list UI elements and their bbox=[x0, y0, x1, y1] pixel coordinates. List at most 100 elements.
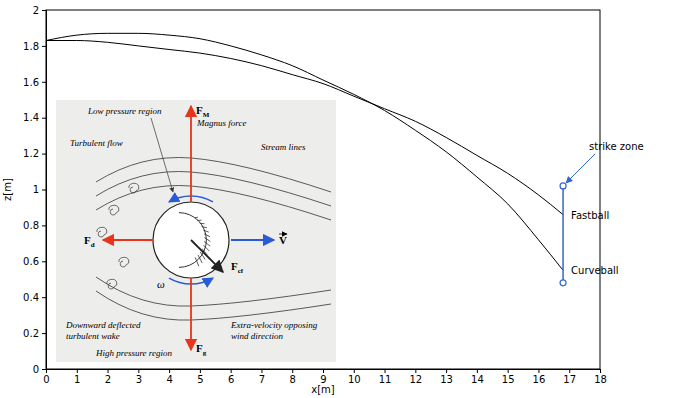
force-arrow bbox=[191, 240, 223, 272]
x-tick-mark bbox=[415, 369, 416, 373]
x-tick: 4 bbox=[166, 369, 172, 385]
y-tick-mark bbox=[42, 82, 46, 83]
force-label: V bbox=[279, 234, 287, 246]
x-tick-label: 17 bbox=[563, 374, 576, 385]
x-tick-label: 8 bbox=[290, 374, 296, 385]
series-label: Fastball bbox=[571, 210, 609, 221]
y-tick-mark bbox=[42, 333, 46, 334]
y-tick-mark bbox=[42, 118, 46, 119]
inset-label: Magnus force bbox=[196, 118, 246, 128]
x-tick: 2 bbox=[105, 369, 111, 385]
label-pointer bbox=[151, 118, 173, 192]
seam-stitch bbox=[195, 217, 198, 219]
y-tick: 1.4 bbox=[23, 112, 46, 123]
x-tick: 15 bbox=[502, 369, 515, 385]
y-tick: 0 bbox=[33, 364, 46, 375]
x-tick-mark bbox=[169, 369, 170, 373]
series-label: Curveball bbox=[571, 265, 619, 276]
x-tick: 3 bbox=[136, 369, 142, 385]
force-label: Fd bbox=[84, 234, 95, 249]
force-label: Fcf bbox=[231, 260, 244, 275]
x-tick-mark bbox=[108, 369, 109, 373]
y-axis: 00.20.40.60.811.21.41.61.82 bbox=[23, 5, 46, 375]
x-tick: 13 bbox=[440, 369, 453, 385]
ball bbox=[153, 202, 229, 278]
inset-label: Downward deflectedturbulent wake bbox=[65, 320, 141, 341]
x-tick-mark bbox=[446, 369, 447, 373]
inset-label-line: Magnus force bbox=[196, 118, 246, 128]
wake-swirl bbox=[109, 205, 119, 215]
inset-label: Turbulent flow bbox=[70, 138, 123, 148]
y-tick-mark bbox=[42, 225, 46, 226]
x-tick: 9 bbox=[320, 369, 326, 385]
y-tick-label: 1 bbox=[33, 184, 39, 195]
x-tick-label: 11 bbox=[379, 374, 392, 385]
ball-seam bbox=[179, 213, 206, 268]
y-tick-label: 0.2 bbox=[23, 328, 39, 339]
x-tick: 16 bbox=[533, 369, 546, 385]
x-tick-label: 4 bbox=[166, 374, 172, 385]
stream-line bbox=[96, 277, 331, 306]
y-tick-label: 0.8 bbox=[23, 220, 39, 231]
x-tick-label: 16 bbox=[533, 374, 546, 385]
y-tick: 0.2 bbox=[23, 328, 46, 339]
x-tick-mark bbox=[292, 369, 293, 373]
x-tick-label: 7 bbox=[259, 374, 265, 385]
stream-line bbox=[96, 158, 331, 193]
seam-stitch bbox=[203, 245, 209, 251]
force-subscript: cf bbox=[238, 267, 244, 275]
x-tick-mark bbox=[200, 369, 201, 373]
x-tick-label: 0 bbox=[43, 374, 49, 385]
inset-label: High pressure region bbox=[95, 348, 172, 358]
inset-label-line: turbulent wake bbox=[66, 331, 120, 341]
y-tick-mark bbox=[42, 190, 46, 191]
x-tick-label: 18 bbox=[594, 374, 607, 385]
inset-label-line: Downward deflected bbox=[65, 320, 141, 330]
y-tick-label: 1.4 bbox=[23, 112, 39, 123]
y-tick: 2 bbox=[33, 5, 46, 16]
y-tick-label: 0.6 bbox=[23, 256, 39, 267]
wake-swirl bbox=[129, 183, 139, 193]
force-label: Fg bbox=[196, 342, 207, 357]
y-tick-label: 1.6 bbox=[23, 77, 39, 88]
x-tick: 1 bbox=[74, 369, 80, 385]
stream-line bbox=[96, 291, 331, 320]
strike-zone-pointer bbox=[566, 154, 595, 183]
seam-stitch bbox=[202, 227, 207, 228]
strike-zone-line bbox=[562, 186, 564, 283]
x-tick-mark bbox=[385, 369, 386, 373]
force-arrow bbox=[190, 106, 192, 202]
x-tick-label: 12 bbox=[409, 374, 422, 385]
x-tick-label: 14 bbox=[471, 374, 484, 385]
y-tick-label: 1.8 bbox=[23, 41, 39, 52]
seam-stitch bbox=[204, 241, 210, 246]
y-tick-mark bbox=[42, 297, 46, 298]
seam-stitch bbox=[197, 220, 201, 221]
stream-line bbox=[96, 172, 331, 207]
inset-diagram: ωFMFdFgFcfVLow pressure regionMagnus for… bbox=[56, 100, 336, 362]
x-tick-label: 1 bbox=[74, 374, 80, 385]
x-tick-mark bbox=[231, 369, 232, 373]
plot-frame bbox=[46, 10, 600, 369]
y-tick-label: 1.2 bbox=[23, 148, 39, 159]
vector-accent bbox=[279, 234, 287, 235]
x-tick-mark bbox=[261, 369, 262, 373]
seam-stitch bbox=[204, 238, 210, 242]
x-tick: 14 bbox=[471, 369, 484, 385]
x-axis-line bbox=[47, 370, 601, 374]
seam-stitch bbox=[204, 234, 210, 237]
x-tick-label: 5 bbox=[197, 374, 203, 385]
wake-swirl bbox=[107, 279, 117, 289]
inset-label: Low pressure region bbox=[87, 106, 162, 116]
x-tick-mark bbox=[77, 369, 78, 373]
inset-label-line: wind direction bbox=[231, 331, 283, 341]
x-tick: 7 bbox=[259, 369, 265, 385]
y-tick: 1.2 bbox=[23, 148, 46, 159]
x-tick-label: 10 bbox=[348, 374, 361, 385]
force-subscript: d bbox=[91, 241, 95, 249]
inset-label: Extra-velocity opposingwind direction bbox=[230, 320, 318, 341]
x-tick-mark bbox=[600, 369, 601, 373]
x-tick: 6 bbox=[228, 369, 234, 385]
seam-stitch bbox=[198, 255, 202, 263]
y-tick: 1.6 bbox=[23, 77, 46, 88]
